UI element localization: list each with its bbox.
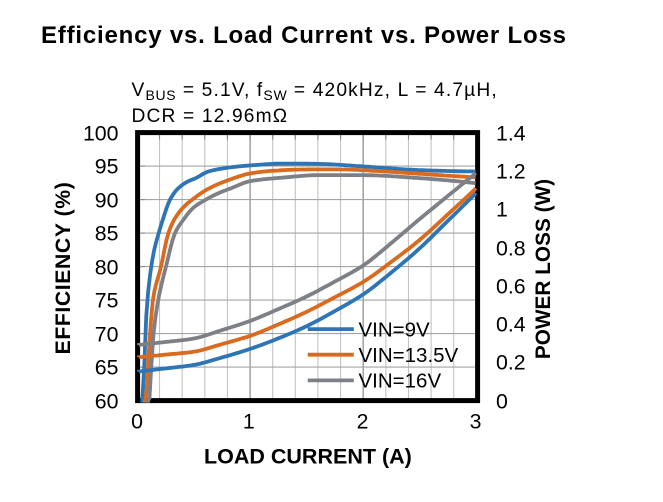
svg-text:VIN=9V: VIN=9V — [359, 318, 431, 341]
svg-text:VIN=16V: VIN=16V — [359, 370, 442, 393]
svg-text:VIN=13.5V: VIN=13.5V — [359, 344, 459, 367]
